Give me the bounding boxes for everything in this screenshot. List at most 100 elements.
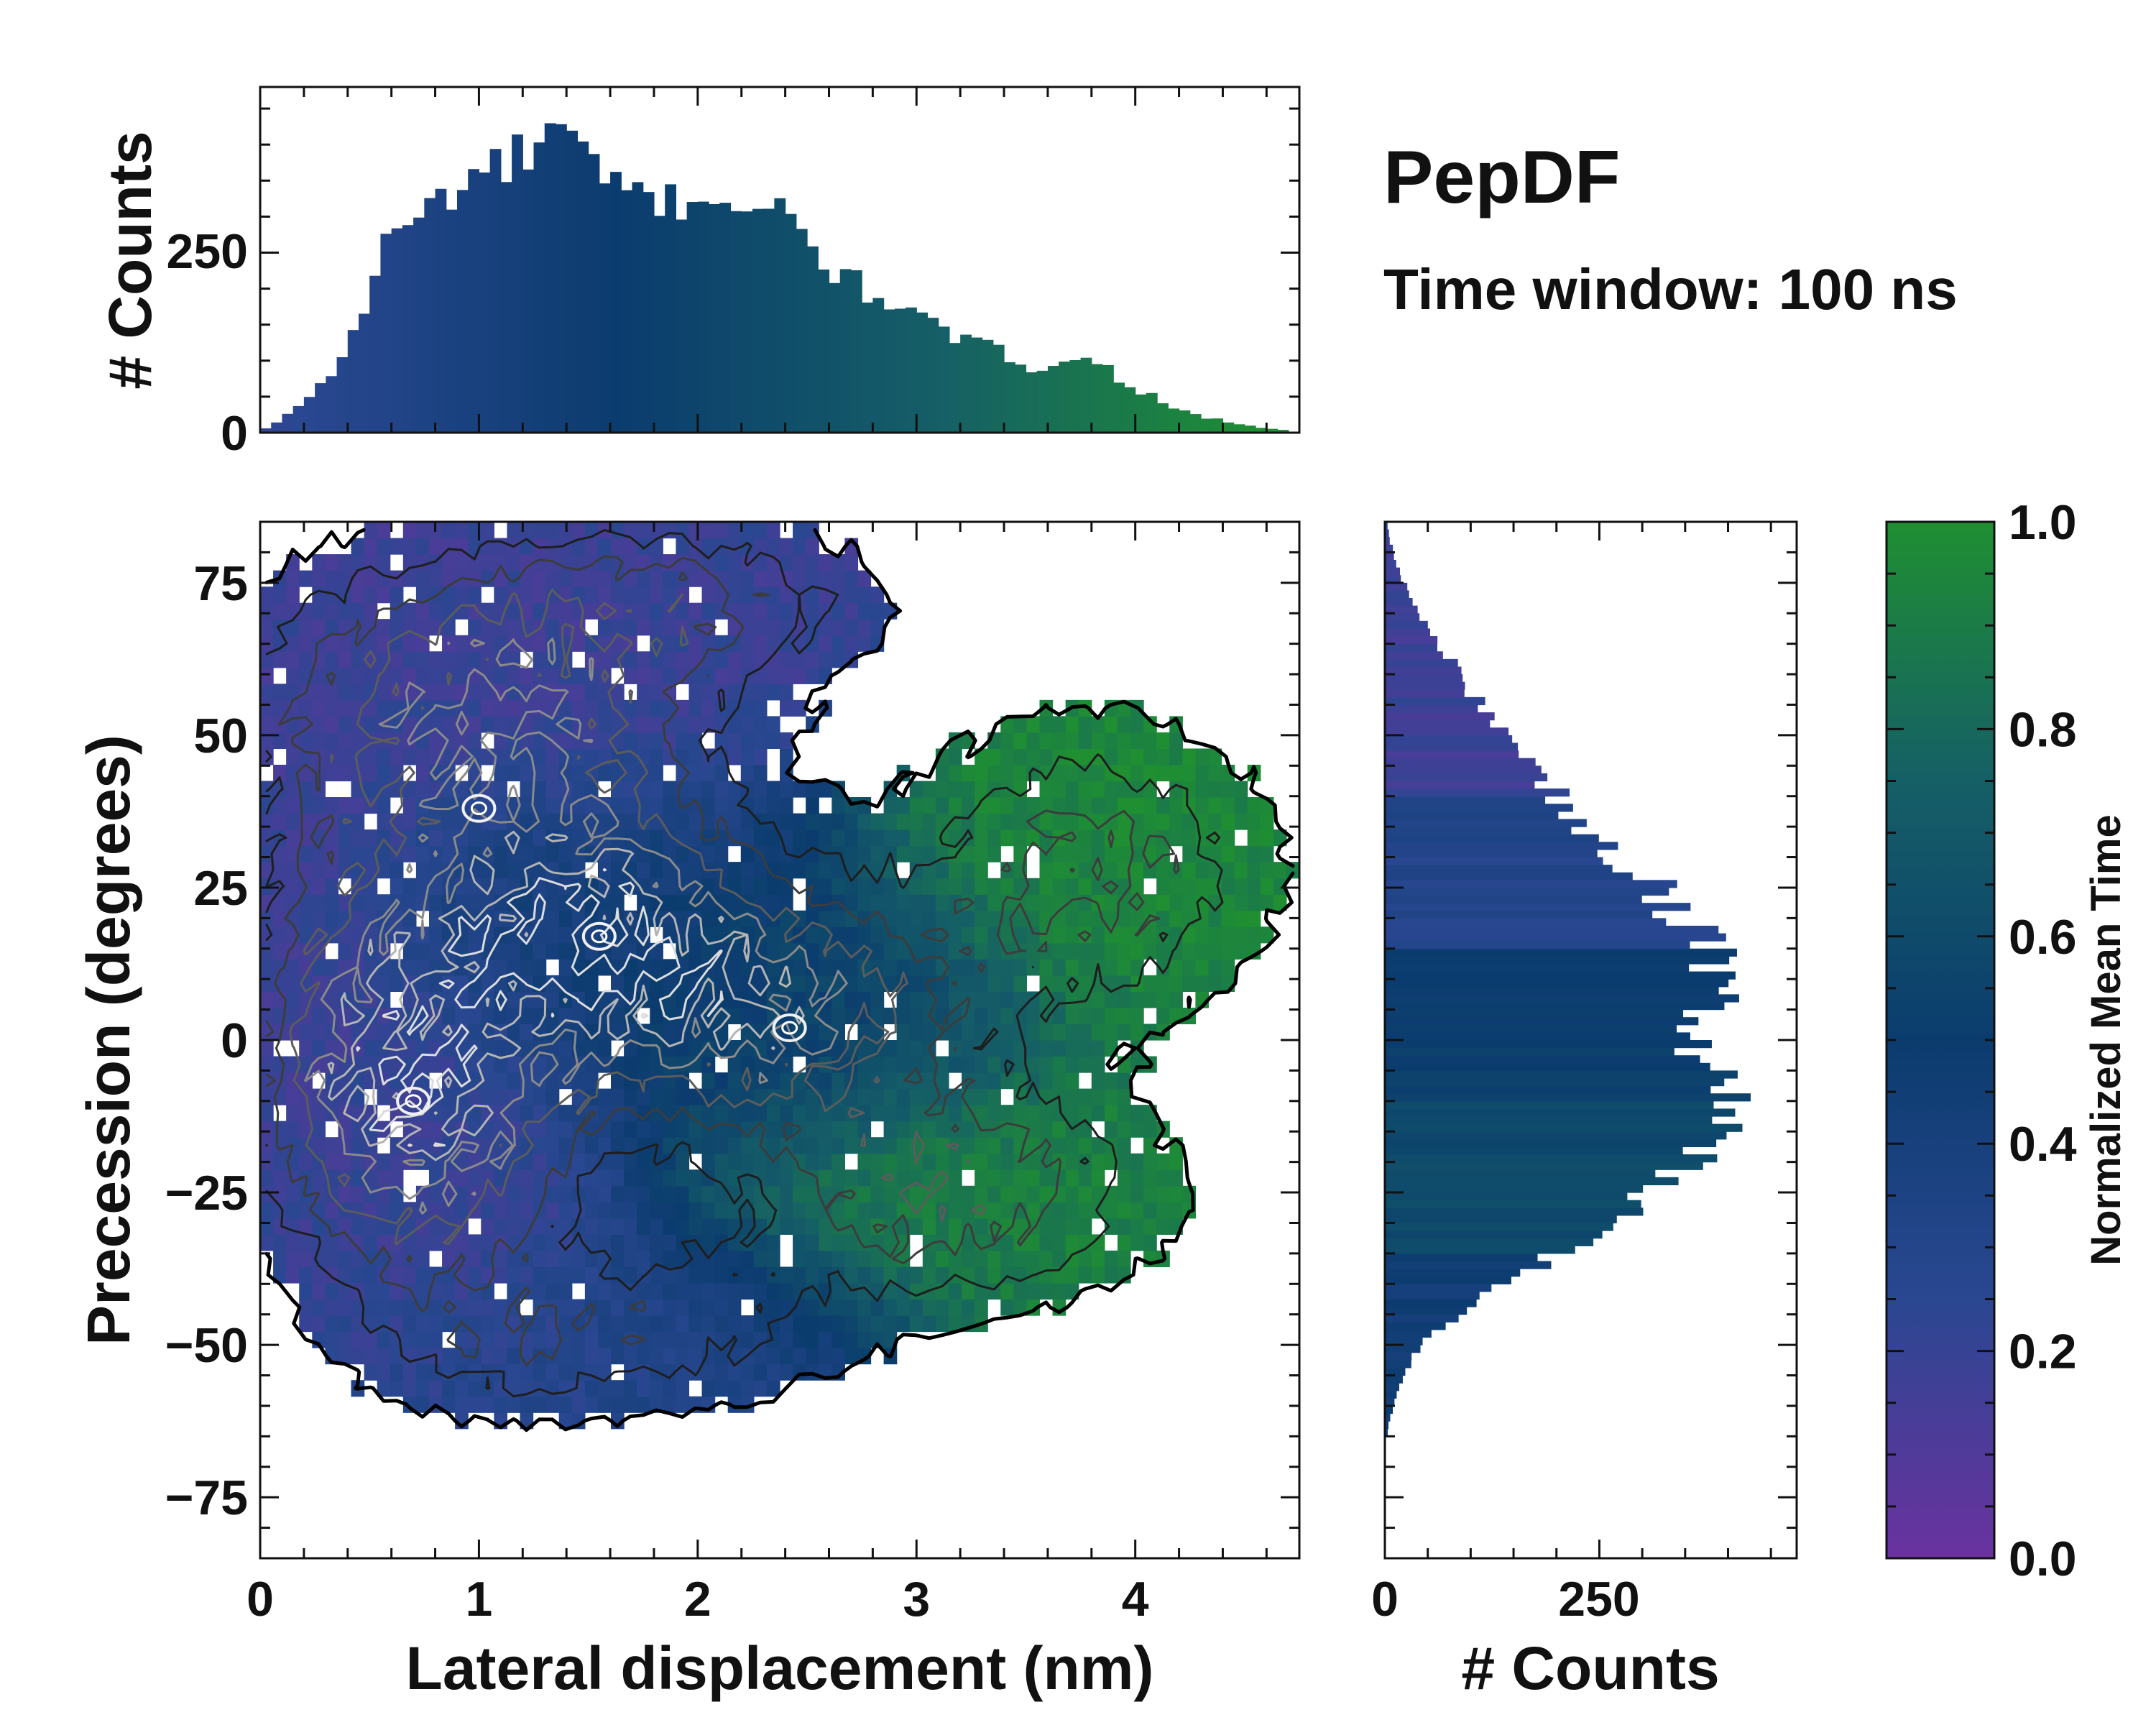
right-histogram-bar [1385, 620, 1428, 630]
heatmap-cell [1026, 1153, 1041, 1170]
heatmap-cell [909, 910, 923, 927]
heatmap-cell [935, 1202, 949, 1219]
heatmap-cell [481, 1331, 494, 1348]
heatmap-cell [883, 1169, 898, 1187]
heatmap-cell [624, 716, 637, 733]
heatmap-cell [844, 1266, 859, 1284]
heatmap-cell [975, 1169, 988, 1187]
heatmap-cell [325, 1024, 339, 1041]
colorbar-label: Normalized Mean Time [2083, 814, 2129, 1265]
heatmap-cell [558, 1024, 573, 1041]
top-histogram-bar [1201, 418, 1212, 433]
heatmap-cell [571, 878, 586, 895]
heatmap-cell [1013, 813, 1028, 830]
heatmap-cell [896, 910, 911, 927]
right-xtick-label-250: 250 [1558, 1572, 1639, 1627]
heatmap-cell [1234, 845, 1248, 862]
heatmap-cell [545, 894, 560, 911]
heatmap-cell [753, 975, 768, 993]
heatmap-cell [1091, 1024, 1105, 1041]
heatmap-cell [611, 1331, 625, 1348]
heatmap-cell [299, 1234, 313, 1251]
right-histogram-bar [1385, 552, 1394, 561]
heatmap-cell [402, 651, 417, 668]
right-histogram-bar [1385, 1017, 1699, 1026]
heatmap-cell [507, 1105, 521, 1122]
heatmap-cell [676, 1088, 690, 1105]
right-histogram-bar [1385, 1314, 1459, 1322]
heatmap-cell [650, 716, 663, 733]
heatmap-cell [312, 1040, 326, 1057]
heatmap-cell [611, 1380, 625, 1397]
heatmap-cell [520, 1040, 534, 1057]
heatmap-cell [688, 781, 703, 798]
heatmap-cell [793, 570, 806, 587]
heatmap-cell [597, 586, 612, 604]
right-histogram-bar [1385, 651, 1443, 660]
heatmap-cell [597, 1299, 612, 1316]
heatmap-cell [1143, 975, 1157, 993]
heatmap-cell [364, 894, 378, 911]
right-histogram-bar [1385, 1246, 1575, 1254]
heatmap-cell [806, 1185, 819, 1202]
heatmap-cell [597, 1056, 612, 1073]
heatmap-cell [571, 1153, 586, 1170]
heatmap-cell [1065, 1040, 1079, 1057]
heatmap-cell [909, 797, 923, 814]
top-histogram-bar [1168, 408, 1180, 433]
heatmap-cell [584, 1202, 599, 1219]
heatmap-cell [260, 1056, 274, 1073]
top-histogram-bar [1047, 366, 1059, 433]
heatmap-cell [338, 684, 352, 701]
heatmap-cell [481, 1169, 494, 1187]
heatmap-cell [922, 1299, 936, 1316]
heatmap-cell [987, 748, 1001, 765]
heatmap-cell [597, 1088, 612, 1105]
heatmap-cell [415, 1266, 430, 1284]
heatmap-cell [793, 959, 806, 976]
heatmap-cell [688, 1040, 703, 1057]
heatmap-cell [650, 862, 663, 879]
heatmap-cell [468, 619, 482, 636]
heatmap-cell [831, 910, 845, 927]
heatmap-cell [481, 1299, 494, 1316]
heatmap-cell [1078, 1185, 1092, 1202]
heatmap-cell [597, 1218, 612, 1235]
heatmap-cell [857, 1088, 872, 1105]
heatmap-cell [1247, 797, 1261, 814]
heatmap-cell [637, 586, 650, 604]
heatmap-cell [520, 1396, 534, 1413]
heatmap-cell [663, 975, 676, 993]
heatmap-cell [481, 1072, 494, 1090]
heatmap-cell [935, 1234, 949, 1251]
heatmap-cell [455, 667, 469, 684]
heatmap-cell [364, 716, 378, 733]
heatmap-cell [468, 684, 482, 701]
heatmap-cell [663, 651, 676, 668]
heatmap-cell [650, 829, 663, 847]
heatmap-cell [753, 1315, 768, 1333]
heatmap-cell [1013, 748, 1028, 765]
heatmap-cell [962, 781, 975, 798]
heatmap-cell [1143, 732, 1157, 750]
heatmap-cell [338, 862, 352, 879]
heatmap-cell [286, 1024, 300, 1041]
heatmap-cell [1052, 1121, 1067, 1138]
heatmap-cell [390, 894, 404, 911]
heatmap-cell [533, 1169, 547, 1187]
heatmap-cell [494, 1331, 508, 1348]
heatmap-cell [481, 1250, 494, 1268]
right-histogram-bar [1385, 849, 1598, 858]
heatmap-cell [286, 829, 300, 847]
right-histogram-bar [1385, 1024, 1677, 1033]
heatmap-cell [819, 1007, 832, 1025]
heatmap-cell [701, 764, 716, 782]
heatmap-cell [481, 1234, 494, 1251]
heatmap-cell [844, 991, 859, 1008]
heatmap-cell [584, 1105, 599, 1122]
right-histogram-panel: 0 250 # Counts [1371, 520, 1798, 1702]
heatmap-cell [1117, 1024, 1131, 1041]
right-histogram-bar [1385, 918, 1667, 926]
heatmap-cell [624, 1266, 637, 1284]
